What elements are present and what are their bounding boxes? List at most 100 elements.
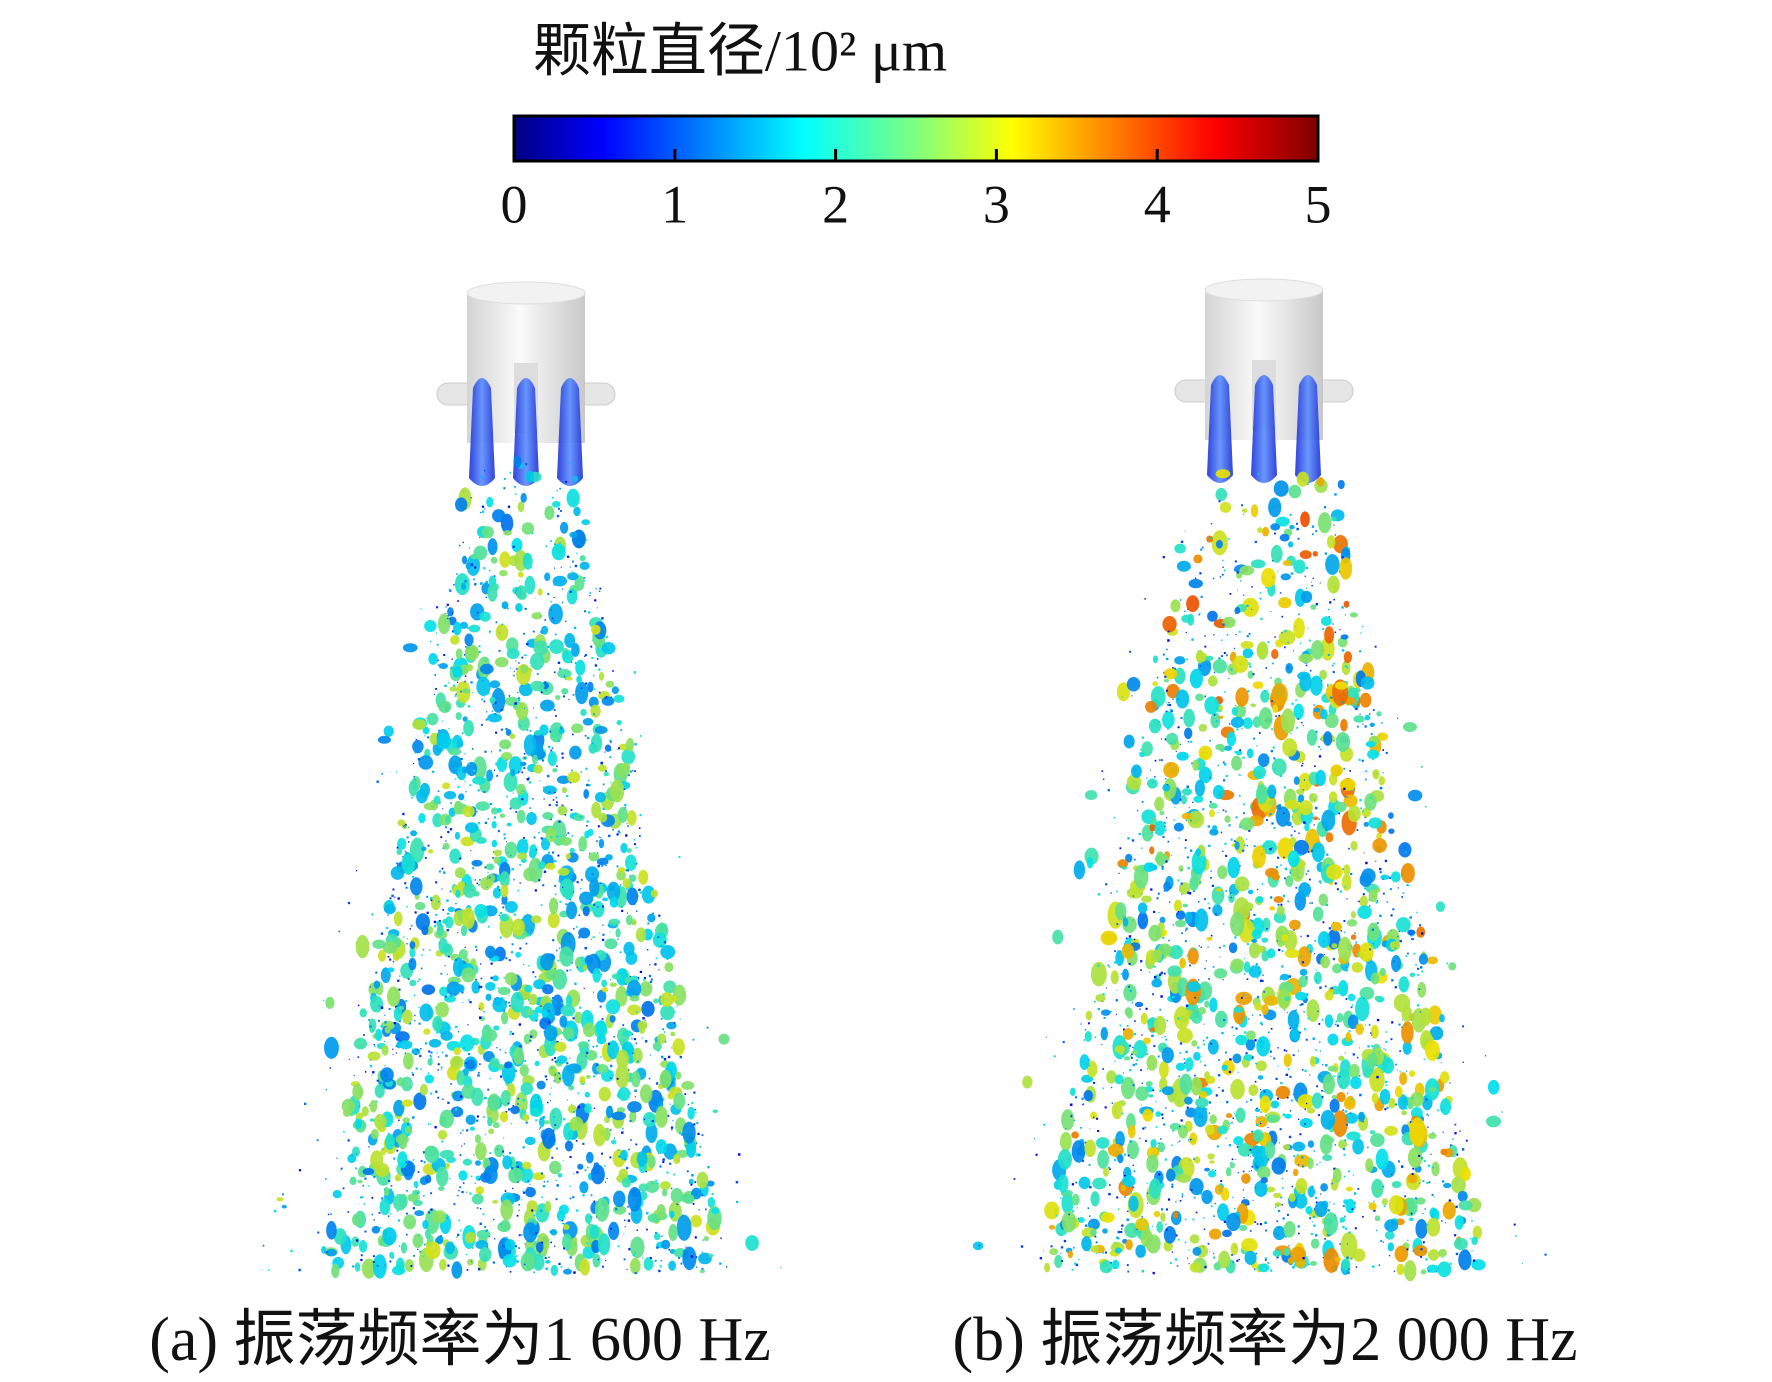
particle	[1254, 1002, 1263, 1011]
particle	[523, 752, 526, 755]
particle	[538, 1116, 545, 1128]
particle	[1422, 1212, 1424, 1215]
particle	[1146, 1182, 1148, 1184]
particle	[582, 718, 594, 726]
particle	[578, 936, 581, 939]
particle	[1084, 1029, 1087, 1031]
particle	[1184, 610, 1186, 613]
particle	[433, 920, 437, 924]
particle	[1252, 1199, 1254, 1201]
particle	[601, 979, 608, 988]
particle	[1155, 1126, 1158, 1128]
particle	[544, 572, 551, 582]
particle	[1350, 1257, 1353, 1260]
particle	[1458, 1249, 1472, 1271]
particle	[1471, 1220, 1473, 1222]
particle	[499, 871, 510, 888]
particle	[540, 691, 543, 694]
particle	[600, 837, 602, 839]
particle	[1162, 835, 1165, 838]
particle	[1089, 1064, 1091, 1067]
particle	[468, 624, 481, 633]
particle	[668, 1248, 671, 1251]
particle	[1212, 825, 1218, 831]
particle	[505, 729, 512, 736]
particle	[1231, 1026, 1234, 1029]
particle	[376, 780, 379, 783]
particle	[1352, 1121, 1354, 1123]
particle	[583, 1106, 585, 1108]
particle	[699, 1146, 702, 1148]
particle	[1341, 556, 1344, 559]
particle	[1385, 1084, 1388, 1087]
particle	[584, 1091, 590, 1098]
particle	[369, 986, 372, 988]
particle	[1260, 617, 1263, 620]
particle	[1247, 670, 1254, 679]
particle	[492, 1200, 499, 1204]
particle	[1281, 933, 1289, 942]
particle	[1444, 1222, 1447, 1224]
particle	[409, 837, 425, 863]
particle	[560, 726, 563, 730]
particle	[1242, 1170, 1245, 1173]
particle	[498, 914, 501, 917]
particle	[1113, 817, 1116, 819]
particle	[389, 1188, 392, 1191]
particle	[1218, 1250, 1231, 1269]
particle	[1207, 610, 1218, 622]
particle	[552, 1116, 555, 1119]
particle	[389, 1251, 395, 1259]
particle	[1298, 993, 1301, 996]
particle	[1257, 1165, 1271, 1179]
particle	[1320, 1095, 1324, 1099]
particle	[1120, 1230, 1123, 1233]
particle	[551, 543, 566, 561]
particle	[1344, 1215, 1346, 1218]
particle	[1271, 728, 1273, 731]
particle	[514, 486, 516, 488]
particle	[1013, 1178, 1016, 1180]
particle	[516, 585, 527, 600]
particle	[1355, 941, 1358, 944]
particle	[1448, 962, 1457, 971]
particle	[650, 889, 659, 898]
particle	[1191, 638, 1194, 641]
particle	[485, 981, 496, 991]
particle	[1164, 675, 1167, 678]
particle	[661, 1188, 668, 1197]
particle	[1252, 673, 1255, 676]
particle	[1222, 779, 1226, 782]
particle	[1153, 965, 1156, 968]
particle	[1160, 1138, 1162, 1140]
particle	[706, 1180, 715, 1187]
particle	[385, 1133, 395, 1151]
particle	[669, 1103, 671, 1105]
particle	[445, 826, 447, 829]
particle	[372, 1255, 375, 1258]
particle	[451, 658, 453, 660]
particle	[1255, 784, 1268, 805]
particle	[481, 840, 485, 843]
particle	[376, 1079, 379, 1082]
particle	[690, 1214, 702, 1228]
particle	[528, 776, 530, 779]
particle	[471, 980, 481, 994]
particle	[1199, 1060, 1202, 1063]
particle	[1256, 642, 1267, 658]
particle	[1210, 777, 1213, 779]
particle	[1183, 1058, 1186, 1061]
particle	[1100, 1009, 1111, 1016]
particle	[1312, 551, 1318, 557]
particle	[1208, 802, 1218, 809]
particle	[493, 816, 497, 819]
particle	[1131, 1081, 1133, 1083]
particle	[563, 695, 565, 698]
particle	[1184, 839, 1187, 842]
particle	[381, 1044, 389, 1056]
particle	[670, 1031, 676, 1037]
particle	[1370, 733, 1373, 736]
particle	[1097, 1149, 1109, 1169]
particle	[610, 1064, 613, 1068]
particle	[1368, 1024, 1371, 1026]
